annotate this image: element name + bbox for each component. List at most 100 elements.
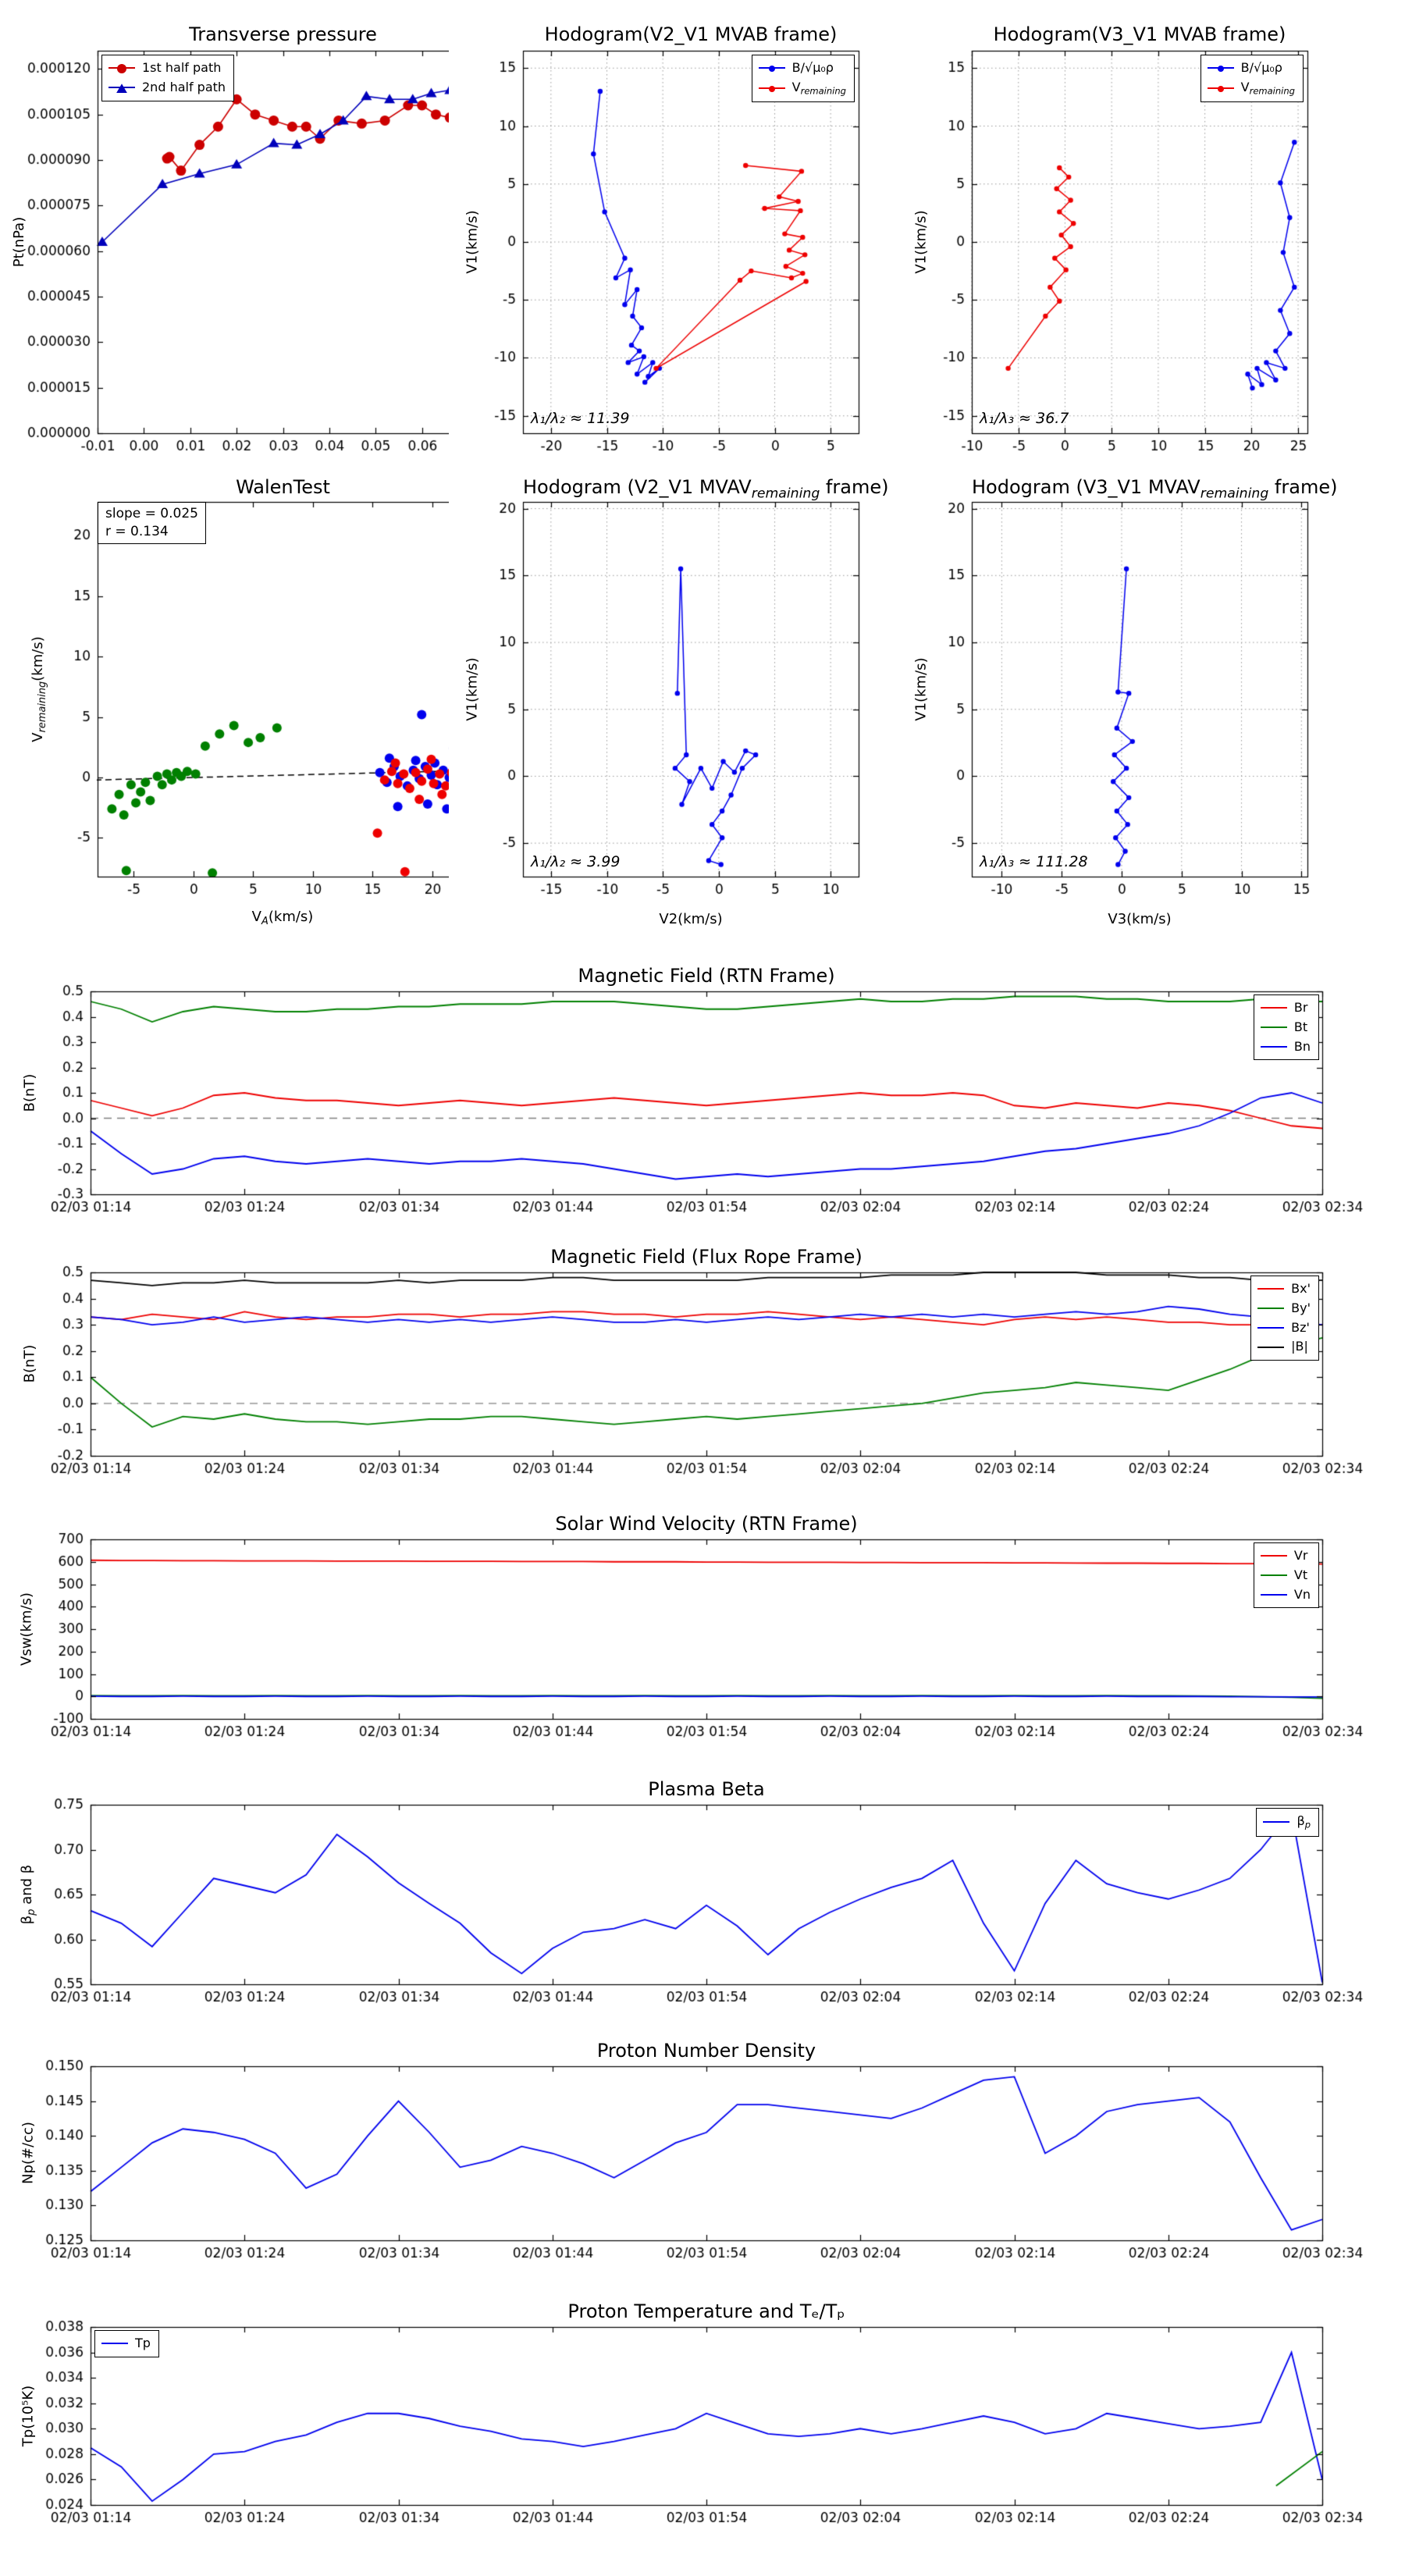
legend-label: Vr [1293,1548,1308,1563]
legend-line-sample [108,64,135,74]
chart-title: Proton Number Density [596,2040,816,2062]
legend-entry: βp [1263,1812,1311,1833]
legend-entry: Vn [1260,1585,1311,1605]
chart-transverse-pressure: Transverse pressure Pt(nPa) A (T·m) 1st … [8,16,484,496]
solar-wind-velocity-plot [8,1493,1397,1781]
chart-proton-density: Proton Number Density Np(#/cc) [8,2019,1397,2304]
chart-hodogram-v3v1-mvav: Hodogram (V3_V1 MVAVremaining frame) V1(… [898,467,1337,935]
legend-line-sample [1257,1326,1285,1329]
legend-line-sample [1263,1821,1290,1823]
legend-entry: 2nd half path [108,78,226,98]
legend-label: Vremaining [1240,79,1295,97]
legend: 1st half path 2nd half path [101,55,235,101]
chart-hodogram-v2v1-mvav: Hodogram (V2_V1 MVAVremaining frame) V1(… [449,467,889,935]
legend-label: By' [1291,1300,1311,1315]
hodogram-v2v1-mvav-plot [449,467,870,935]
legend-entry: Bt [1260,1018,1311,1037]
lambda-ratio-annotation: λ₁/λ₂ ≈ 11.39 [531,410,630,427]
legend: Vr Vt Vn [1253,1542,1319,1609]
legend: Tp [94,2330,159,2357]
hodogram-v3v1-mvav-plot [898,467,1319,935]
legend-line-sample [758,86,785,93]
legend-line-sample [1257,1308,1285,1310]
circle-marker-icon [117,64,126,74]
legend-label: |B| [1291,1339,1308,1354]
legend-label: Vremaining [791,79,846,97]
magnetic-field-rtn-plot [8,945,1397,1249]
legend-label: 2nd half path [142,79,226,94]
legend: βp [1256,1808,1319,1837]
legend-entry: 1st half path [108,59,226,78]
chart-walen-test: WalenTest Vremaining(km/s) VA(km/s) slop… [8,467,484,935]
legend-label: Bx' [1291,1281,1311,1296]
x-axis-label: V2(km/s) [659,911,723,927]
legend-line-sample [1260,1593,1287,1596]
chart-title: Magnetic Field (RTN Frame) [578,965,835,987]
lambda-ratio-annotation: λ₁/λ₃ ≈ 111.28 [980,853,1088,870]
correlation-value: r = 0.134 [105,523,169,539]
walen-test-plot [8,467,484,935]
chart-title: Hodogram(V3_V1 MVAB frame) [993,23,1286,45]
y-axis-label: Tp(10⁵K) [20,2385,37,2447]
chart-title: Hodogram(V2_V1 MVAB frame) [544,23,838,45]
chart-title: Magnetic Field (Flux Rope Frame) [550,1246,863,1268]
legend-entry: By' [1257,1299,1311,1318]
legend-label: Vn [1293,1586,1311,1602]
legend-line-sample [108,84,135,94]
legend-label: Vt [1293,1567,1308,1582]
legend-entry: B/√μ₀ρ [758,59,846,78]
lambda-ratio-annotation: λ₁/λ₂ ≈ 3.99 [531,853,621,870]
plasma-beta-plot [8,1758,1397,2047]
y-axis-label: V1(km/s) [912,657,930,721]
legend-line-sample [1260,1574,1287,1577]
chart-solar-wind-velocity: Solar Wind Velocity (RTN Frame) Vsw(km/s… [8,1493,1397,1781]
slope-value: slope = 0.025 [105,506,198,521]
legend-line-sample [1260,1007,1287,1009]
chart-title: Plasma Beta [648,1778,765,1800]
y-axis-label: βp and β [18,1864,38,1925]
legend: B/√μ₀ρ Vremaining [751,55,855,103]
legend-entry: Vremaining [758,78,846,99]
y-axis-label: Vsw(km/s) [18,1592,35,1666]
y-axis-label: Vremaining(km/s) [29,636,49,742]
y-axis-label: B(nT) [21,1344,38,1383]
dot-marker-icon [1217,66,1224,73]
legend-label: Bz' [1291,1319,1310,1335]
chart-magnetic-field-flux-rope: Magnetic Field (Flux Rope Frame) B(nT) B… [8,1226,1397,1514]
legend-line-sample [1207,66,1234,73]
y-axis-label: Pt(nPa) [10,216,27,268]
dot-marker-icon [1217,86,1224,93]
triangle-marker-icon [116,84,127,94]
proton-temperature-plot [8,2280,1397,2569]
chart-plasma-beta: Plasma Beta βp and β βp [8,1758,1397,2047]
legend-label: βp [1297,1813,1311,1831]
y-axis-label: V1(km/s) [464,210,481,274]
legend-entry: Bx' [1257,1279,1311,1299]
legend-line-sample [1260,1045,1287,1048]
y-axis-label: Np(#/cc) [20,2122,37,2184]
chart-title: Hodogram (V2_V1 MVAVremaining frame) [523,476,889,502]
legend-entry: Bz' [1257,1318,1311,1338]
legend-entry: B/√μ₀ρ [1207,59,1295,78]
x-axis-label: V3(km/s) [1108,911,1172,927]
chart-title: Proton Temperature and Tₑ/Tₚ [567,2300,845,2322]
legend: B/√μ₀ρ Vremaining [1200,55,1304,103]
legend-line-sample [758,66,785,73]
legend-entry: Br [1260,998,1311,1018]
dot-marker-icon [768,86,775,93]
magnetic-field-flux-rope-plot [8,1226,1397,1514]
legend-entry: Bn [1260,1037,1311,1057]
legend-label: B/√μ₀ρ [1240,60,1282,75]
legend-label: Tp [135,2336,151,2350]
legend-label: Bn [1293,1038,1311,1054]
y-axis-label: V1(km/s) [464,657,481,721]
y-axis-label: B(nT) [21,1073,38,1112]
legend-line-sample [1257,1346,1285,1348]
legend-entry: Vr [1260,1546,1311,1566]
chart-proton-temperature: Proton Temperature and Tₑ/Tₚ Tp(10⁵K) Tp [8,2280,1397,2569]
chart-title: WalenTest [236,476,330,498]
legend-line-sample [101,2343,128,2345]
proton-density-plot [8,2019,1397,2304]
legend-label: 1st half path [142,60,222,75]
